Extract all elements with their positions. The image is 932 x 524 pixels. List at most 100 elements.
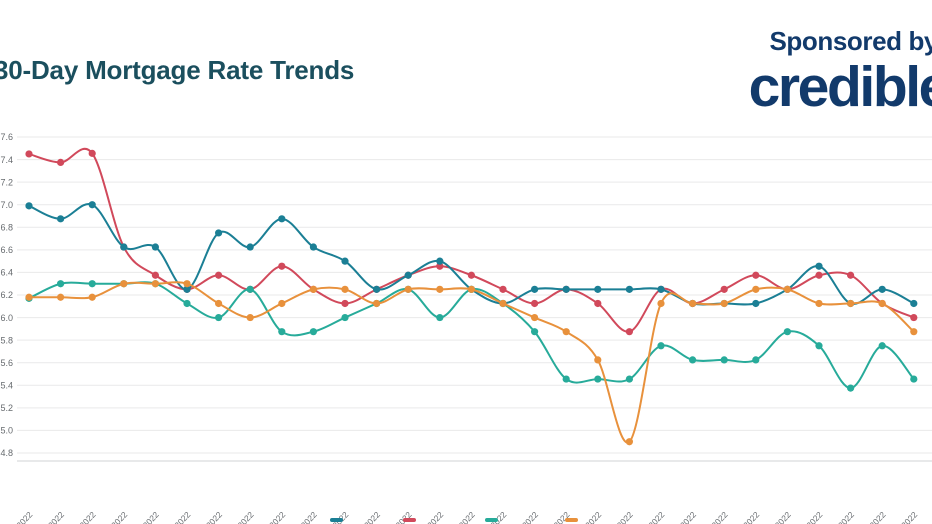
series-point[interactable] bbox=[278, 215, 286, 223]
series-point[interactable] bbox=[151, 243, 159, 251]
series-point[interactable] bbox=[625, 328, 634, 336]
series-point[interactable] bbox=[910, 299, 918, 308]
series-point[interactable] bbox=[88, 201, 96, 209]
legend-swatch[interactable] bbox=[403, 518, 416, 522]
series-point[interactable] bbox=[910, 328, 918, 336]
series-point[interactable] bbox=[594, 299, 602, 308]
series-point[interactable] bbox=[88, 149, 96, 157]
series-point[interactable] bbox=[562, 375, 570, 383]
series-point[interactable] bbox=[215, 271, 223, 279]
series-point[interactable] bbox=[625, 438, 634, 446]
legend-swatch[interactable] bbox=[330, 518, 343, 522]
series-point[interactable] bbox=[878, 285, 886, 293]
series-point[interactable] bbox=[720, 285, 728, 293]
series-point[interactable] bbox=[246, 313, 254, 322]
series-point[interactable] bbox=[878, 299, 886, 308]
series-point[interactable] bbox=[309, 243, 317, 251]
series-point[interactable] bbox=[278, 299, 286, 308]
series-point[interactable] bbox=[404, 271, 412, 279]
series-point[interactable] bbox=[783, 328, 792, 336]
series-point[interactable] bbox=[436, 313, 444, 322]
series-point[interactable] bbox=[341, 257, 349, 265]
legend-swatch[interactable] bbox=[565, 518, 578, 522]
series-point[interactable] bbox=[278, 328, 286, 336]
series-point[interactable] bbox=[752, 356, 760, 364]
series-point[interactable] bbox=[341, 313, 349, 322]
series-point[interactable] bbox=[57, 158, 65, 166]
series-point[interactable] bbox=[373, 285, 381, 293]
series-point[interactable] bbox=[341, 299, 349, 308]
series-point[interactable] bbox=[215, 229, 223, 237]
series-point[interactable] bbox=[815, 262, 823, 270]
series-point[interactable] bbox=[689, 299, 697, 308]
series-point[interactable] bbox=[309, 328, 317, 336]
series-point[interactable] bbox=[499, 285, 507, 293]
series-point[interactable] bbox=[720, 299, 728, 308]
x-axis-tick-label: 11/14/2022 bbox=[188, 509, 224, 524]
series-point[interactable] bbox=[657, 342, 665, 350]
series-point[interactable] bbox=[625, 375, 634, 383]
series-point[interactable] bbox=[625, 285, 634, 293]
series-point[interactable] bbox=[910, 313, 918, 322]
legend-swatch[interactable] bbox=[485, 518, 498, 522]
series-point[interactable] bbox=[657, 299, 665, 308]
series-point[interactable] bbox=[436, 262, 444, 270]
series-point[interactable] bbox=[910, 375, 918, 383]
series-point[interactable] bbox=[689, 356, 697, 364]
series-point[interactable] bbox=[752, 285, 760, 293]
series-point[interactable] bbox=[467, 271, 475, 279]
series-point[interactable] bbox=[88, 293, 96, 301]
series-point[interactable] bbox=[120, 280, 128, 288]
series-point[interactable] bbox=[594, 375, 602, 383]
series-point[interactable] bbox=[847, 299, 855, 308]
series-point[interactable] bbox=[183, 280, 191, 288]
series-point[interactable] bbox=[151, 280, 159, 288]
series-point[interactable] bbox=[847, 384, 855, 392]
series-point[interactable] bbox=[783, 285, 792, 293]
series-point[interactable] bbox=[436, 285, 444, 293]
series-point[interactable] bbox=[467, 285, 475, 293]
series-point[interactable] bbox=[531, 328, 539, 336]
series-point[interactable] bbox=[57, 293, 65, 301]
series-point[interactable] bbox=[815, 342, 823, 350]
series-point[interactable] bbox=[815, 299, 823, 308]
series-point[interactable] bbox=[499, 299, 507, 308]
series-point[interactable] bbox=[25, 202, 33, 210]
series-point[interactable] bbox=[57, 280, 65, 288]
series-point[interactable] bbox=[120, 243, 128, 251]
series-point[interactable] bbox=[594, 356, 602, 364]
series-point[interactable] bbox=[278, 262, 286, 270]
series-point[interactable] bbox=[531, 313, 539, 322]
series-point[interactable] bbox=[88, 280, 96, 288]
x-axis-tick-label: 11/21/2022 bbox=[346, 509, 382, 524]
series-point[interactable] bbox=[246, 285, 254, 293]
series-point[interactable] bbox=[562, 285, 570, 293]
series-point[interactable] bbox=[847, 271, 855, 279]
series-point[interactable] bbox=[215, 313, 223, 322]
y-axis-tick-label: 5.8 bbox=[0, 335, 13, 345]
series-point[interactable] bbox=[309, 285, 317, 293]
series-point[interactable] bbox=[215, 299, 223, 308]
series-point[interactable] bbox=[373, 299, 381, 308]
series-point[interactable] bbox=[57, 215, 65, 223]
series-point[interactable] bbox=[562, 328, 570, 336]
series-point[interactable] bbox=[183, 285, 191, 293]
series-point[interactable] bbox=[752, 299, 760, 308]
series-point[interactable] bbox=[246, 243, 254, 251]
series-point[interactable] bbox=[720, 356, 728, 364]
series-point[interactable] bbox=[657, 285, 665, 293]
series-point[interactable] bbox=[752, 271, 760, 279]
series-point[interactable] bbox=[531, 285, 539, 293]
series-point[interactable] bbox=[25, 150, 33, 158]
credible-logo: credible bbox=[748, 55, 932, 119]
series-point[interactable] bbox=[404, 285, 412, 293]
series-point[interactable] bbox=[594, 285, 602, 293]
series-point[interactable] bbox=[25, 293, 33, 301]
series-point[interactable] bbox=[151, 271, 159, 279]
series-point[interactable] bbox=[815, 271, 823, 279]
series-point[interactable] bbox=[531, 299, 539, 308]
series-point[interactable] bbox=[436, 257, 444, 265]
series-point[interactable] bbox=[183, 299, 191, 308]
series-point[interactable] bbox=[341, 285, 349, 293]
series-point[interactable] bbox=[878, 342, 886, 350]
